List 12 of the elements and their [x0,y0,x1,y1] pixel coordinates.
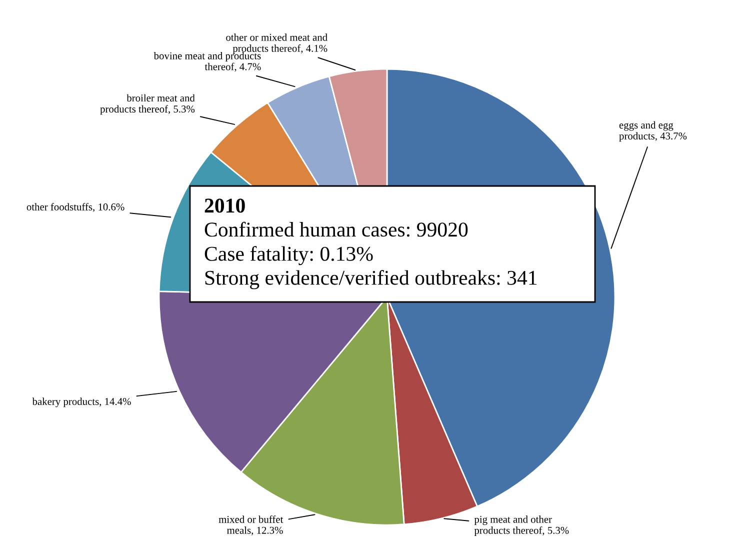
text: Confirmed human cases: 99020 [204,222,468,237]
slice-label: pig meat and other products thereof, 5.3% [474,516,569,536]
slice-label: mixed or buffet meals, 12.3% [218,515,284,536]
slice-label: bakery products, 14.4% [32,398,131,408]
text: Case fatality: 0.13% [204,246,373,266]
slice-label: eggs and egg products, 43.7% [619,121,687,142]
slice-label: bovine meat and products thereof, 4.7% [154,52,261,72]
text: 2010 [204,198,245,213]
slice-label: other or mixed meat and products thereof, 4.1% [226,34,328,54]
slice-label: broiler meat and products thereof, 5.3% [100,94,195,115]
slice-label: other foodstuffs, 10.6% [26,203,124,212]
text: Strong evidence/verified outbreaks: 341 [205,270,537,290]
